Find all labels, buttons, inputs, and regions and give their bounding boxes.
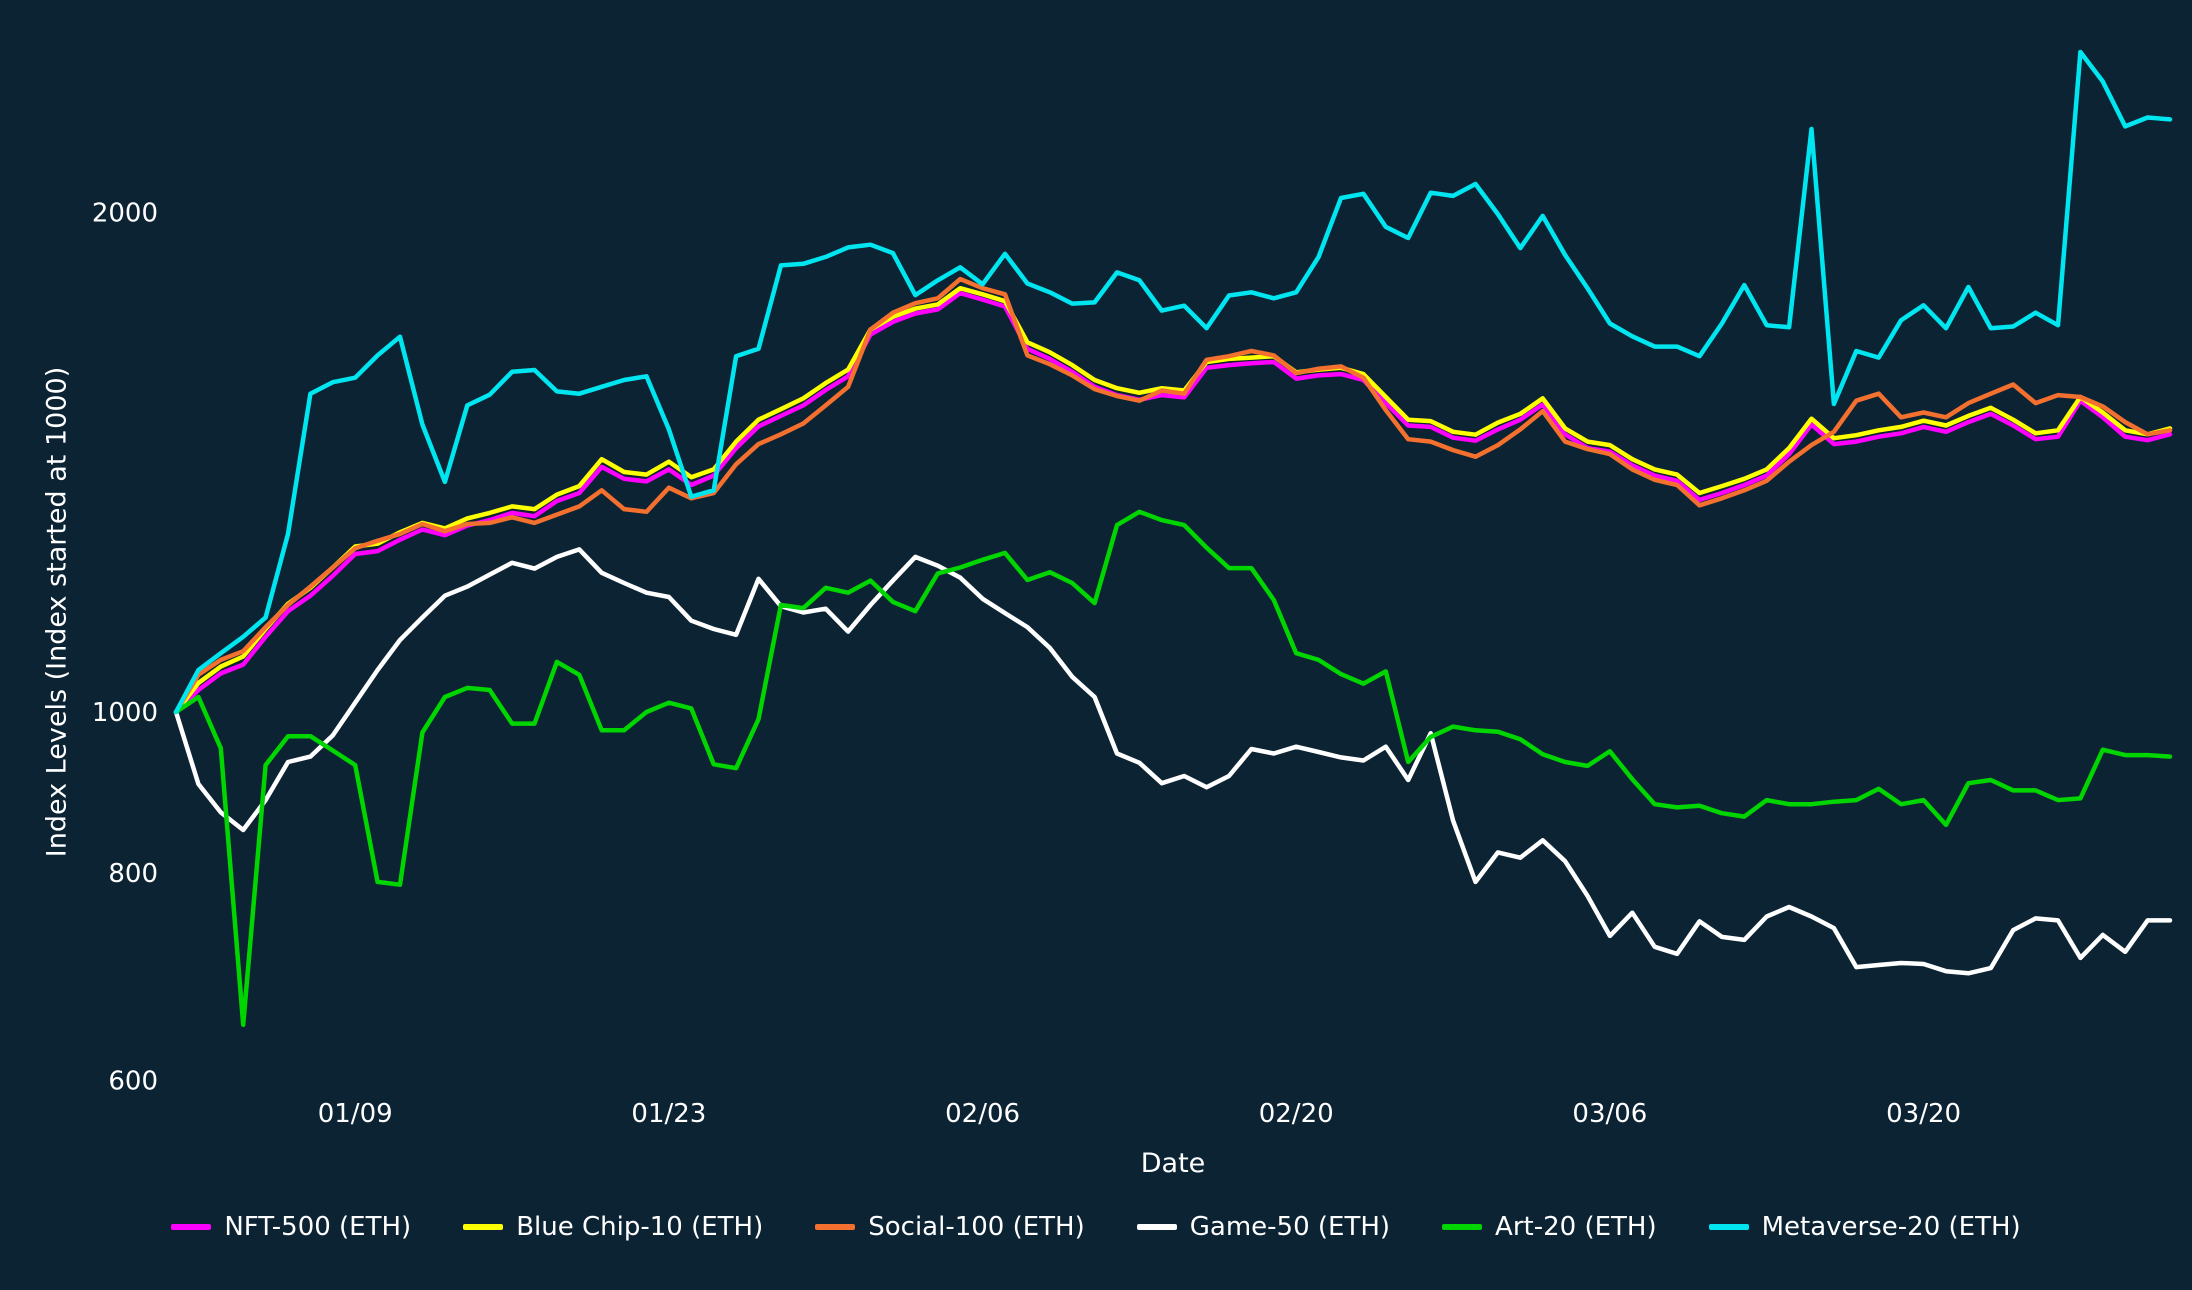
x-tick-label: 03/06: [1572, 1099, 1647, 1129]
legend-item-game-50-eth[interactable]: Game-50 (ETH): [1136, 1212, 1391, 1242]
series-line-game-50-eth: [173, 547, 2173, 976]
legend-item-blue-chip-10-eth[interactable]: Blue Chip-10 (ETH): [463, 1212, 763, 1242]
legend-swatch-social-100-eth: [815, 1224, 856, 1230]
y-tick-label: 1000: [92, 698, 158, 728]
legend-swatch-art-20-eth: [1442, 1224, 1483, 1230]
series-line-social-100-eth: [173, 276, 2173, 715]
series-line-art-20-eth: [173, 509, 2173, 1028]
y-axis-title: Index Levels (Index started at 1000): [41, 366, 73, 858]
y-tick-label: 800: [108, 859, 158, 889]
x-tick-label: 01/23: [631, 1099, 706, 1129]
legend-label: Blue Chip-10 (ETH): [516, 1212, 764, 1242]
legend-label: Art-20 (ETH): [1495, 1212, 1657, 1242]
legend-item-social-100-eth[interactable]: Social-100 (ETH): [815, 1212, 1085, 1242]
legend-swatch-metaverse-20-eth: [1708, 1224, 1749, 1230]
legend-swatch-nft-500-eth: [171, 1224, 212, 1230]
legend-item-metaverse-20-eth[interactable]: Metaverse-20 (ETH): [1708, 1212, 2021, 1242]
y-tick-label: 2000: [92, 198, 158, 228]
x-tick-label: 02/20: [1259, 1099, 1334, 1129]
legend-swatch-game-50-eth: [1136, 1224, 1177, 1230]
series-line-nft-500-eth: [173, 290, 2173, 715]
series-line-metaverse-20-eth: [173, 49, 2173, 715]
legend-label: Metaverse-20 (ETH): [1761, 1212, 2021, 1242]
x-axis-title: Date: [1140, 1148, 1206, 1179]
legend-label: Game-50 (ETH): [1189, 1212, 1391, 1242]
legend-label: NFT-500 (ETH): [224, 1212, 412, 1242]
series-line-blue-chip-10-eth: [173, 285, 2173, 715]
legend-swatch-blue-chip-10-eth: [463, 1224, 504, 1230]
legend: NFT-500 (ETH) Blue Chip-10 (ETH) Social-10…: [0, 1212, 2192, 1242]
x-tick-label: 01/09: [318, 1099, 393, 1129]
legend-label: Social-100 (ETH): [868, 1212, 1085, 1242]
x-tick-label: 02/06: [945, 1099, 1020, 1129]
legend-item-art-20-eth[interactable]: Art-20 (ETH): [1442, 1212, 1657, 1242]
legend-item-nft-500-eth[interactable]: NFT-500 (ETH): [171, 1212, 411, 1242]
y-tick-label: 600: [108, 1066, 158, 1096]
x-tick-label: 03/20: [1886, 1099, 1961, 1129]
